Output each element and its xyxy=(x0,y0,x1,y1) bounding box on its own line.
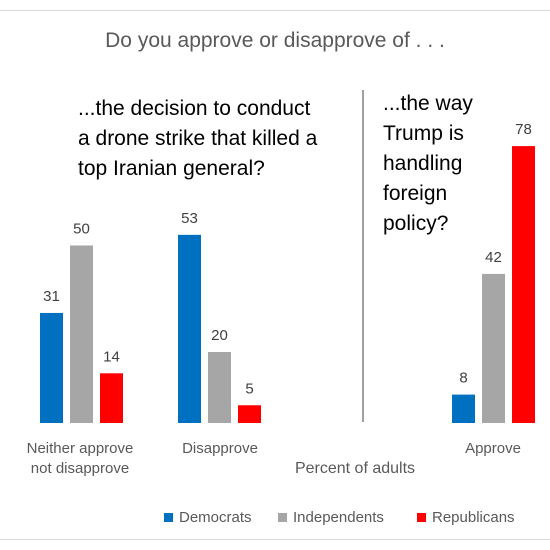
bar-republicans xyxy=(238,405,261,423)
category-label-neither: Neither approve not disapprove xyxy=(10,439,150,479)
data-label-republicans: 5 xyxy=(245,380,253,397)
data-label-democrats: 31 xyxy=(43,288,60,305)
legend-swatch-republicans xyxy=(417,512,426,522)
legend-swatch-independents xyxy=(278,512,287,522)
data-label-independents: 20 xyxy=(211,327,228,344)
x-axis-label: Percent of adults xyxy=(294,460,416,477)
top-border-line xyxy=(0,10,550,11)
bar-independents xyxy=(208,352,231,423)
category-label-line: Approve xyxy=(465,440,521,457)
bar-independents xyxy=(482,273,505,423)
category-label-line: Disapprove xyxy=(182,440,258,457)
legend-label-independents: Independents xyxy=(293,508,384,526)
bar-independents xyxy=(70,245,93,423)
data-label-republicans: 78 xyxy=(515,121,532,138)
panel-1-label-line: top Iranian general? xyxy=(78,157,265,180)
panel-1-label: ...the decision to conduct a drone strik… xyxy=(78,94,317,184)
panel-1-label-line: a drone strike that killed a xyxy=(78,127,318,150)
legend-label-republicans: Republicans xyxy=(432,508,515,526)
bottom-border-line xyxy=(0,539,550,540)
chart-title: Do you approve or disapprove of . . . xyxy=(105,29,445,52)
category-label-approve: Approve xyxy=(433,439,550,459)
bar-democrats xyxy=(40,312,63,423)
bar-democrats xyxy=(178,234,201,423)
panel-2-label-line: policy? xyxy=(383,212,449,235)
data-label-independents: 50 xyxy=(73,221,90,238)
legend-swatch-democrats xyxy=(164,512,173,522)
legend-label-democrats: Democrats xyxy=(179,508,252,526)
legend-item-democrats: Democrats xyxy=(164,507,252,527)
data-label-democrats: 8 xyxy=(459,370,467,387)
panel-2-label-line: Trump is xyxy=(383,122,464,145)
category-label-line: Neither approve xyxy=(26,440,134,457)
panel-2-label-line: handling xyxy=(383,152,463,175)
legend-item-independents: Independents xyxy=(278,507,384,527)
panel-2-label-line: ...the way xyxy=(383,92,473,115)
bar-republicans xyxy=(512,146,535,423)
legend-item-republicans: Republicans xyxy=(417,507,515,527)
panel-2-label-line: foreign xyxy=(383,182,448,205)
category-label-line: not disapprove xyxy=(30,460,130,477)
data-label-independents: 42 xyxy=(485,249,502,266)
bar-republicans xyxy=(100,373,123,423)
panel-2-label: ...the way Trump is handling foreign pol… xyxy=(383,89,473,239)
bar-democrats xyxy=(452,394,475,423)
data-label-republicans: 14 xyxy=(103,348,120,365)
panel-1-label-line: ...the decision to conduct xyxy=(78,97,311,120)
legend: Democrats Independents Republicans xyxy=(0,507,550,527)
category-label-disapprove: Disapprove xyxy=(160,439,280,459)
data-label-democrats: 53 xyxy=(181,210,198,227)
